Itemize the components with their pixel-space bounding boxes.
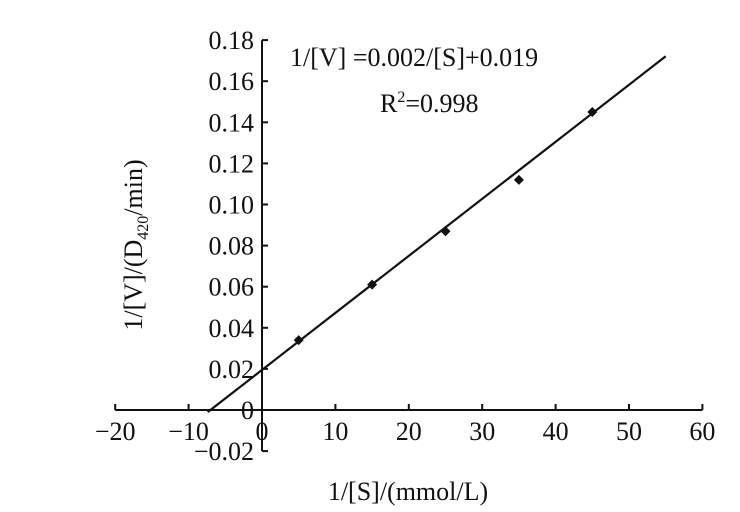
y-tick-label: 0.16 (209, 67, 255, 96)
y-tick-label: 0 (241, 396, 254, 425)
x-tick-label: −20 (95, 417, 136, 446)
x-tick-label: 60 (689, 417, 715, 446)
x-axis: −20−100102030405060 (95, 404, 715, 446)
y-tick-label: 0.14 (209, 108, 255, 137)
y-axis-title-unit: /min) (119, 159, 148, 215)
data-point (587, 107, 598, 118)
x-tick-label: 30 (469, 417, 495, 446)
y-tick-label: 0.12 (209, 149, 255, 178)
data-point (367, 279, 378, 290)
r-squared-letter: R (380, 89, 398, 118)
x-axis-title: 1/[S]/(mmol/L) (328, 477, 488, 506)
x-tick-label: 40 (543, 417, 569, 446)
data-point (513, 174, 524, 185)
x-tick-label: 20 (396, 417, 422, 446)
y-tick-label: 0.02 (209, 355, 255, 384)
y-tick-label: 0.10 (209, 191, 255, 220)
y-axis-title-main: 1/[V]/(D (119, 240, 148, 331)
x-tick-label: 50 (616, 417, 642, 446)
y-tick-label: 0.06 (209, 273, 255, 302)
y-axis-title: 1/[V]/(D420/min) (119, 159, 152, 330)
regression-equation: 1/[V] =0.002/[S]+0.019 (290, 43, 538, 72)
data-point (440, 226, 451, 237)
y-tick-label: −0.02 (194, 437, 254, 466)
y-axis: −0.02 0 0.02 0.04 0.06 0.08 0.10 0.12 0.14 0.16 0.… (194, 26, 268, 466)
y-axis-title-subscript: 420 (135, 216, 152, 240)
data-point (293, 335, 304, 346)
y-tick-label: 0.18 (209, 26, 255, 55)
r-squared-value: =0.998 (405, 89, 478, 118)
x-tick-label: −10 (168, 417, 209, 446)
data-points-group (293, 107, 598, 346)
r-squared-annotation: R2=0.998 (380, 89, 479, 118)
regression-line (207, 55, 667, 413)
x-tick-label: 10 (322, 417, 348, 446)
y-tick-label: 0.04 (209, 314, 255, 343)
y-tick-label: 0.08 (209, 232, 255, 261)
r-squared-exponent: 2 (397, 89, 405, 106)
regression-line-group (207, 55, 667, 413)
